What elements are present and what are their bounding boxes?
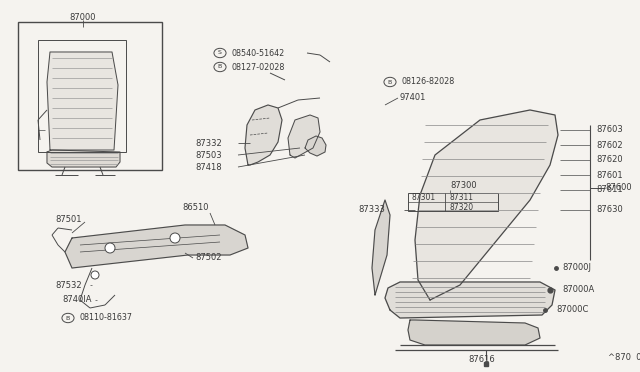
Text: 87300: 87300 [450, 182, 477, 190]
Polygon shape [415, 110, 558, 300]
Circle shape [105, 243, 115, 253]
Text: 08540-51642: 08540-51642 [231, 48, 284, 58]
Bar [408, 193, 498, 211]
Text: 97401: 97401 [400, 93, 426, 103]
Text: 87600: 87600 [605, 183, 632, 192]
Text: 08110-81637: 08110-81637 [79, 314, 132, 323]
Text: 87320: 87320 [449, 202, 473, 212]
Text: 87503: 87503 [195, 151, 221, 160]
Polygon shape [305, 136, 326, 156]
Text: 87532: 87532 [55, 280, 82, 289]
Polygon shape [65, 225, 248, 268]
Polygon shape [408, 320, 540, 345]
Text: 87611: 87611 [596, 186, 623, 195]
Text: 08127-02028: 08127-02028 [231, 62, 284, 71]
Text: 87630: 87630 [596, 205, 623, 215]
Text: 87502: 87502 [195, 253, 221, 263]
Text: 87602: 87602 [596, 141, 623, 150]
Text: 87311: 87311 [449, 193, 473, 202]
Text: B: B [218, 64, 222, 70]
Text: 87000A: 87000A [562, 285, 595, 295]
Bar [38, 40, 126, 152]
Polygon shape [372, 200, 390, 295]
Polygon shape [385, 282, 555, 318]
Text: 08126-82028: 08126-82028 [401, 77, 454, 87]
Polygon shape [47, 150, 120, 167]
Polygon shape [288, 115, 320, 158]
Bar [18, 22, 162, 170]
Text: S: S [218, 51, 222, 55]
Polygon shape [47, 52, 118, 150]
Text: 87333: 87333 [358, 205, 385, 215]
Text: 87332: 87332 [195, 138, 221, 148]
Text: 86510: 86510 [182, 203, 209, 212]
Polygon shape [245, 105, 282, 165]
Text: 87301: 87301 [411, 193, 435, 202]
Circle shape [91, 271, 99, 279]
Text: 8740IA: 8740IA [62, 295, 92, 305]
Text: B: B [388, 80, 392, 84]
Text: ^870  00 8: ^870 00 8 [608, 353, 640, 362]
Text: 87000: 87000 [70, 13, 96, 22]
Text: 87000C: 87000C [556, 305, 588, 314]
Text: 87603: 87603 [596, 125, 623, 135]
Text: 87616: 87616 [468, 356, 495, 365]
Circle shape [170, 233, 180, 243]
Text: 87000J: 87000J [562, 263, 591, 273]
Text: 87620: 87620 [596, 155, 623, 164]
Text: B: B [66, 315, 70, 321]
Text: 87418: 87418 [195, 163, 221, 171]
Text: 87601: 87601 [596, 170, 623, 180]
Text: 87501: 87501 [55, 215, 81, 224]
